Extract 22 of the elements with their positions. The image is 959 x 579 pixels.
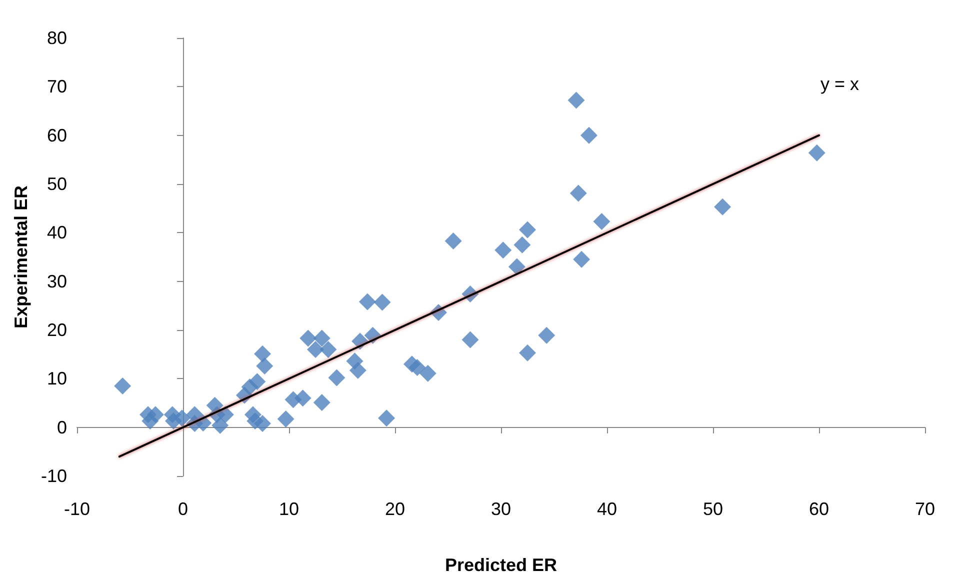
x-tick-label: 20 [384,499,406,519]
y-tick-label: 70 [46,76,67,97]
y-tick-label: 80 [46,28,67,48]
y-tick-label: -10 [40,466,67,486]
x-tick-label: 0 [178,499,188,519]
y-tick-label: 10 [46,368,67,389]
x-tick-label: -10 [64,499,90,519]
x-tick-label: 60 [808,499,830,519]
x-tick-label: 10 [278,499,300,519]
y-axis-title: Experimental ER [11,185,32,329]
annotation: y = x [820,74,859,94]
y-tick-label: 50 [46,174,67,194]
y-tick-label: 20 [46,320,67,340]
y-tick-label: 60 [46,125,67,146]
y-tick-label: 40 [46,222,67,243]
x-tick-label: 30 [490,499,512,519]
x-tick-label: 70 [914,499,936,519]
y-tick-label: 30 [46,271,67,292]
y-tick-label: 0 [56,417,67,438]
x-tick-label: 40 [596,499,618,519]
x-axis-title: Predicted ER [444,555,558,575]
x-tick-label: 50 [702,499,724,519]
